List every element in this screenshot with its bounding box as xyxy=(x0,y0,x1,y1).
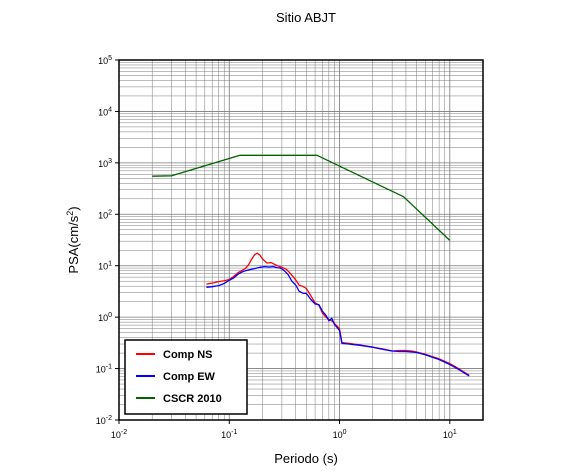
series-line-comp-ew xyxy=(206,265,470,377)
series-line-cscr-2010 xyxy=(152,154,451,241)
x-tick-label: 10-1 xyxy=(221,429,237,440)
y-axis-label-base: PSA(cm/s xyxy=(66,215,81,273)
y-tick-label: 100 xyxy=(98,312,112,323)
legend-label-cscr-2010: CSCR 2010 xyxy=(163,393,222,405)
y-tick-label: 104 xyxy=(98,106,112,117)
y-tick-label: 101 xyxy=(98,261,112,272)
series-line-comp-ns xyxy=(206,252,470,376)
y-tick-label: 102 xyxy=(98,209,112,220)
legend-label-comp-ew: Comp EW xyxy=(163,371,216,383)
y-tick-label: 105 xyxy=(98,55,112,66)
series-lines xyxy=(152,154,470,377)
y-tick-label: 10-2 xyxy=(96,415,112,426)
y-axis-label-close: ) xyxy=(66,206,81,210)
x-tick-labels: 10-2 10-1 100 101 xyxy=(111,429,457,440)
chart-title: Sitio ABJT xyxy=(276,10,336,25)
plot-border xyxy=(118,59,484,421)
x-axis-label: Periodo (s) xyxy=(274,451,338,466)
legend: Comp NS Comp EW CSCR 2010 xyxy=(124,339,248,415)
y-axis-label-exp: 2 xyxy=(65,211,75,216)
y-tick-label: 103 xyxy=(98,158,112,169)
x-tick-label: 10-2 xyxy=(111,429,127,440)
y-tick-labels: 10-2 10-1 100 101 102 103 104 105 xyxy=(96,55,112,426)
x-tick-label: 100 xyxy=(333,429,347,440)
legend-label-comp-ns: Comp NS xyxy=(163,349,213,361)
plot-frame xyxy=(115,59,484,424)
y-tick-label: 10-1 xyxy=(96,364,112,375)
grid xyxy=(118,59,484,421)
x-tick-label: 101 xyxy=(443,429,457,440)
y-axis-label: PSA(cm/s2) xyxy=(65,206,81,273)
